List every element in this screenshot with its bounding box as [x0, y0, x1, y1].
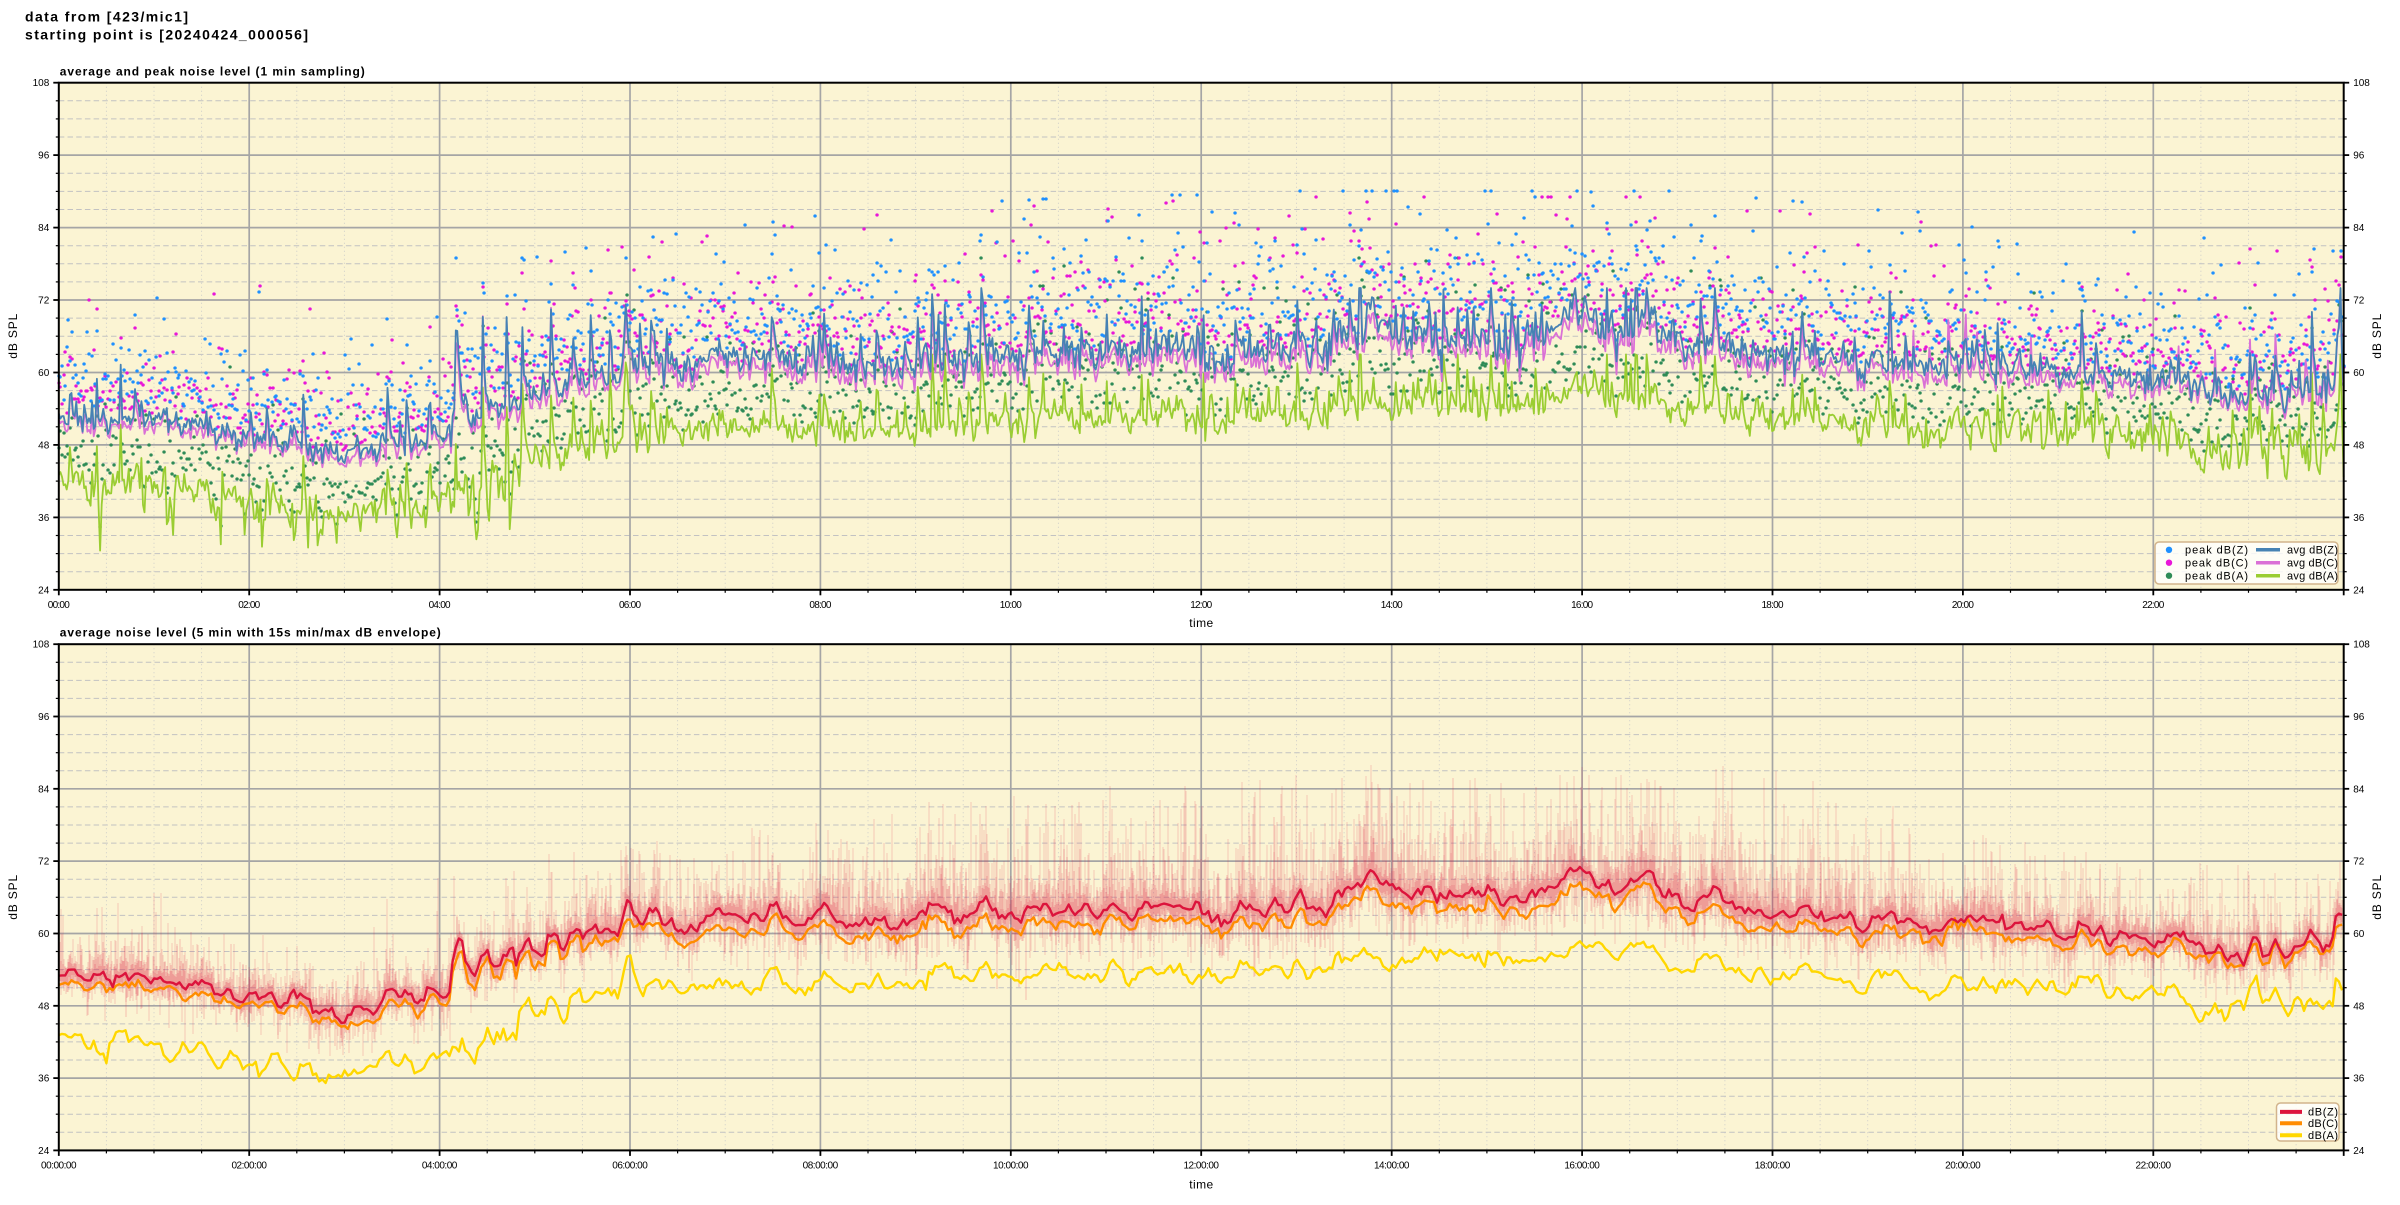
svg-text:48: 48	[2353, 440, 2365, 451]
svg-text:22:00:00: 22:00:00	[2136, 1160, 2172, 1171]
svg-text:dB(A): dB(A)	[2308, 1130, 2338, 1142]
svg-text:84: 84	[38, 784, 50, 795]
svg-text:04:00:00: 04:00:00	[422, 1160, 458, 1171]
svg-text:06:00: 06:00	[619, 600, 641, 611]
svg-text:14:00: 14:00	[1381, 600, 1403, 611]
svg-text:96: 96	[38, 712, 50, 723]
svg-text:96: 96	[2353, 712, 2365, 723]
svg-text:18:00: 18:00	[1762, 600, 1784, 611]
svg-text:04:00: 04:00	[429, 600, 451, 611]
svg-text:24: 24	[38, 585, 50, 596]
svg-text:16:00: 16:00	[1571, 600, 1593, 611]
svg-text:84: 84	[2353, 784, 2365, 795]
svg-text:36: 36	[2353, 1074, 2365, 1085]
svg-text:12:00:00: 12:00:00	[1183, 1160, 1219, 1171]
svg-text:108: 108	[33, 640, 50, 651]
svg-text:14:00:00: 14:00:00	[1374, 1160, 1410, 1171]
svg-text:average and peak noise level (: average and peak noise level (1 min samp…	[60, 65, 365, 79]
svg-text:data from [423/mic1]: data from [423/mic1]	[25, 9, 188, 25]
svg-text:22:00: 22:00	[2142, 600, 2164, 611]
svg-text:02:00:00: 02:00:00	[231, 1160, 267, 1171]
svg-text:84: 84	[38, 223, 50, 234]
svg-text:12:00: 12:00	[1190, 600, 1212, 611]
svg-text:peak dB(A): peak dB(A)	[2185, 571, 2248, 583]
svg-text:60: 60	[38, 929, 50, 940]
svg-text:dB(C): dB(C)	[2308, 1118, 2338, 1130]
svg-text:84: 84	[2353, 223, 2365, 234]
svg-text:108: 108	[2353, 640, 2370, 651]
svg-text:08:00: 08:00	[809, 600, 831, 611]
svg-text:dB SPL: dB SPL	[6, 313, 20, 358]
svg-text:avg dB(Z): avg dB(Z)	[2287, 545, 2338, 557]
svg-text:60: 60	[2353, 368, 2365, 379]
svg-text:96: 96	[38, 151, 50, 162]
svg-text:06:00:00: 06:00:00	[612, 1160, 648, 1171]
svg-text:48: 48	[2353, 1001, 2365, 1012]
svg-text:08:00:00: 08:00:00	[803, 1160, 839, 1171]
svg-text:average noise level (5 min wit: average noise level (5 min with 15s min/…	[60, 626, 441, 640]
svg-text:72: 72	[38, 857, 50, 868]
svg-text:60: 60	[38, 368, 50, 379]
svg-text:dB SPL: dB SPL	[2370, 313, 2384, 358]
svg-text:48: 48	[38, 1001, 50, 1012]
svg-text:00:00: 00:00	[48, 600, 70, 611]
svg-text:48: 48	[38, 440, 50, 451]
svg-text:72: 72	[38, 296, 50, 307]
svg-text:10:00: 10:00	[1000, 600, 1022, 611]
svg-text:72: 72	[2353, 857, 2365, 868]
svg-text:20:00:00: 20:00:00	[1945, 1160, 1981, 1171]
svg-text:36: 36	[2353, 513, 2365, 524]
svg-text:60: 60	[2353, 929, 2365, 940]
svg-text:dB SPL: dB SPL	[6, 874, 20, 919]
svg-text:peak dB(C): peak dB(C)	[2185, 558, 2248, 570]
svg-text:avg dB(A): avg dB(A)	[2287, 571, 2338, 583]
svg-text:dB SPL: dB SPL	[2370, 874, 2384, 919]
svg-text:96: 96	[2353, 151, 2365, 162]
svg-text:10:00:00: 10:00:00	[993, 1160, 1029, 1171]
svg-text:108: 108	[2353, 78, 2370, 89]
svg-text:24: 24	[2353, 1146, 2365, 1157]
svg-text:36: 36	[38, 1074, 50, 1085]
svg-text:dB(Z): dB(Z)	[2308, 1107, 2338, 1119]
svg-text:20:00: 20:00	[1952, 600, 1974, 611]
svg-text:24: 24	[38, 1146, 50, 1157]
svg-text:02:00: 02:00	[238, 600, 260, 611]
svg-text:00:00:00: 00:00:00	[41, 1160, 77, 1171]
svg-text:time: time	[1189, 616, 1213, 630]
svg-text:72: 72	[2353, 296, 2365, 307]
svg-text:starting point is [20240424_00: starting point is [20240424_000056]	[25, 27, 308, 43]
svg-text:peak dB(Z): peak dB(Z)	[2185, 545, 2248, 557]
svg-text:108: 108	[33, 78, 50, 89]
svg-text:avg dB(C): avg dB(C)	[2287, 558, 2338, 570]
svg-text:time: time	[1189, 1178, 1213, 1192]
svg-text:24: 24	[2353, 585, 2365, 596]
svg-text:36: 36	[38, 513, 50, 524]
svg-text:18:00:00: 18:00:00	[1755, 1160, 1791, 1171]
svg-text:16:00:00: 16:00:00	[1564, 1160, 1600, 1171]
